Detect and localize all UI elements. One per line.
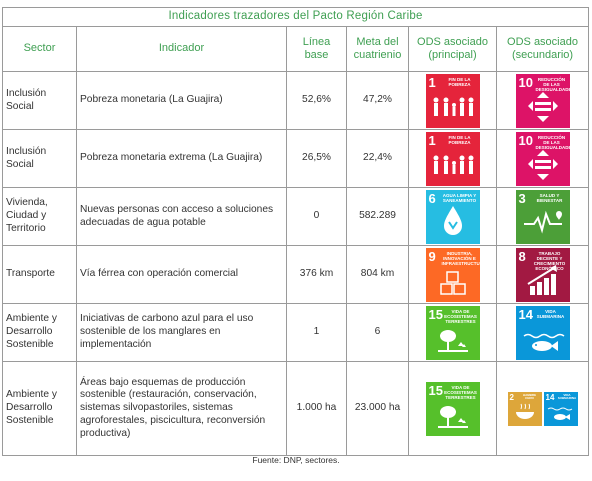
ods-14-badge: 14 Vida submarina [515, 305, 570, 360]
meta-cell: 23.000 ha [346, 361, 409, 456]
meta-cell: 22,4% [346, 129, 409, 188]
header-indicador: Indicador [76, 26, 287, 72]
ods-14-badge: 14 Vida submarina [543, 391, 578, 426]
header-meta: Meta del cuatrienio [346, 26, 409, 72]
header-sector: Sector [2, 26, 77, 72]
linea-base-cell: 26,5% [286, 129, 347, 188]
sector-cell: Ambiente y Desarrollo Sostenible [2, 303, 77, 362]
bowl-icon [515, 403, 534, 419]
equality-icon [527, 149, 558, 180]
indicador-cell: Iniciativas de carbono azul para el uso … [76, 303, 287, 362]
header-ods-principal: ODS asociado (principal) [408, 26, 497, 72]
indicador-cell: Pobreza monetaria extrema (La Guajira) [76, 129, 287, 188]
ods-3-badge: 3 Salud y bienestar [515, 189, 570, 244]
table-row: Vivienda, Ciudad y Territorio Nuevas per… [2, 187, 590, 246]
growth-chart-icon [526, 264, 557, 295]
source-note: Fuente: DNP, sectores. [252, 455, 340, 465]
tree-icon [437, 329, 468, 352]
ods-10-badge: 10 Reducción de las desigualdades [515, 131, 570, 186]
linea-base-cell: 1.000 ha [286, 361, 347, 456]
tree-icon [437, 405, 468, 428]
table-title: Indicadores trazadores del Pacto Región … [1, 7, 590, 27]
family-icon [433, 155, 473, 174]
table-row: Ambiente y Desarrollo Sostenible Iniciat… [2, 303, 590, 362]
ods-6-badge: 6 Agua limpia y saneamiento [425, 189, 480, 244]
sector-cell: Inclusión Social [2, 71, 77, 130]
table-row: Inclusión Social Pobreza monetaria extre… [2, 129, 590, 188]
linea-base-cell: 52,6% [286, 71, 347, 130]
ods-15-badge: 15 Vida de ecosistemas terrestres [425, 381, 480, 436]
ods-1-badge: 1 Fin de la pobreza [425, 73, 480, 128]
indicador-cell: Áreas bajo esquemas de producción sosten… [76, 361, 287, 456]
table-row: Inclusión Social Pobreza monetaria (La G… [2, 71, 590, 130]
table-row: Ambiente y Desarrollo Sostenible Áreas b… [2, 361, 590, 456]
table-row: Transporte Vía férrea con operación come… [2, 245, 590, 304]
indicador-cell: Pobreza monetaria (La Guajira) [76, 71, 287, 130]
sector-cell: Vivienda, Ciudad y Territorio [2, 187, 77, 246]
ods-2-badge: 2 Hambre cero [507, 391, 542, 426]
ods-15-badge: 15 Vida de ecosistemas terrestres [425, 305, 480, 360]
ods-8-badge: 8 Trabajo decente y crecimiento económic… [515, 247, 570, 302]
meta-cell: 47,2% [346, 71, 409, 130]
sector-cell: Ambiente y Desarrollo Sostenible [2, 361, 77, 456]
meta-cell: 804 km [346, 245, 409, 304]
family-icon [433, 97, 473, 116]
indicators-table: Indicadores trazadores del Pacto Región … [1, 7, 590, 456]
indicador-cell: Vía férrea con operación comercial [76, 245, 287, 304]
indicador-cell: Nuevas personas con acceso a soluciones … [76, 187, 287, 246]
water-drop-icon [443, 205, 462, 235]
linea-base-cell: 376 km [286, 245, 347, 304]
fish-icon [523, 333, 564, 351]
ods-1-badge: 1 Fin de la pobreza [425, 131, 480, 186]
cubes-icon [439, 270, 466, 295]
linea-base-cell: 1 [286, 303, 347, 362]
sector-cell: Transporte [2, 245, 77, 304]
ods-9-badge: 9 Industria, innovación e infraestructur… [425, 247, 480, 302]
linea-base-cell: 0 [286, 187, 347, 246]
equality-icon [527, 91, 558, 122]
header-ods-secundario: ODS asociado (secundario) [495, 26, 590, 72]
ods-10-badge: 10 Reducción de las desigualdades [515, 73, 570, 128]
heartbeat-icon [523, 210, 562, 234]
fish-icon [547, 407, 572, 420]
meta-cell: 582.289 [346, 187, 409, 246]
sector-cell: Inclusión Social [2, 129, 77, 188]
header-linea-base: Línea base [286, 26, 347, 72]
meta-cell: 6 [346, 303, 409, 362]
